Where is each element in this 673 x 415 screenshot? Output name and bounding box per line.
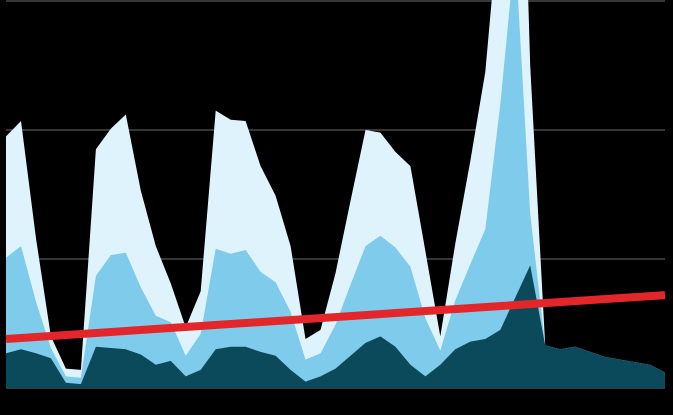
- trend-line-group: [5, 291, 666, 343]
- trend-line: [5, 291, 666, 343]
- area-series-group: [6, 0, 665, 388]
- area-series-0: [6, 265, 665, 388]
- area-series-1: [6, 0, 665, 388]
